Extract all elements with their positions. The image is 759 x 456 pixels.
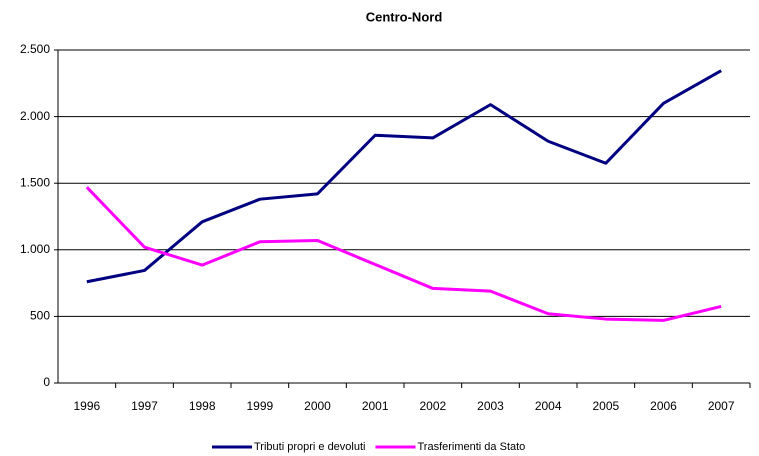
x-tick-label: 2001: [362, 399, 389, 413]
x-tick-label: 2006: [650, 399, 677, 413]
x-tick-label: 2003: [477, 399, 504, 413]
y-tick-label: 2.000: [20, 109, 50, 123]
y-tick-label: 1.500: [20, 175, 50, 189]
y-tick-label: 0: [43, 375, 50, 389]
x-tick-label: 1997: [131, 399, 158, 413]
y-tick-label: 500: [30, 309, 50, 323]
x-tick-label: 2002: [419, 399, 446, 413]
series-line: [85, 186, 722, 322]
legend-label: Trasferimenti da Stato: [417, 441, 525, 453]
x-tick-label: 1998: [189, 399, 216, 413]
x-tick-label: 2007: [708, 399, 735, 413]
x-tick-label: 2000: [304, 399, 331, 413]
x-tick-label: 2005: [592, 399, 619, 413]
x-tick-label: 1996: [73, 399, 100, 413]
y-tick-label: 1.000: [20, 242, 50, 256]
chart-title: Centro-Nord: [366, 9, 443, 24]
legend-label: Tributi propri e devoluti: [254, 441, 365, 453]
x-tick-label: 2004: [535, 399, 562, 413]
x-tick-label: 1999: [246, 399, 273, 413]
y-tick-label: 2.500: [20, 42, 50, 56]
series-line: [86, 69, 722, 284]
